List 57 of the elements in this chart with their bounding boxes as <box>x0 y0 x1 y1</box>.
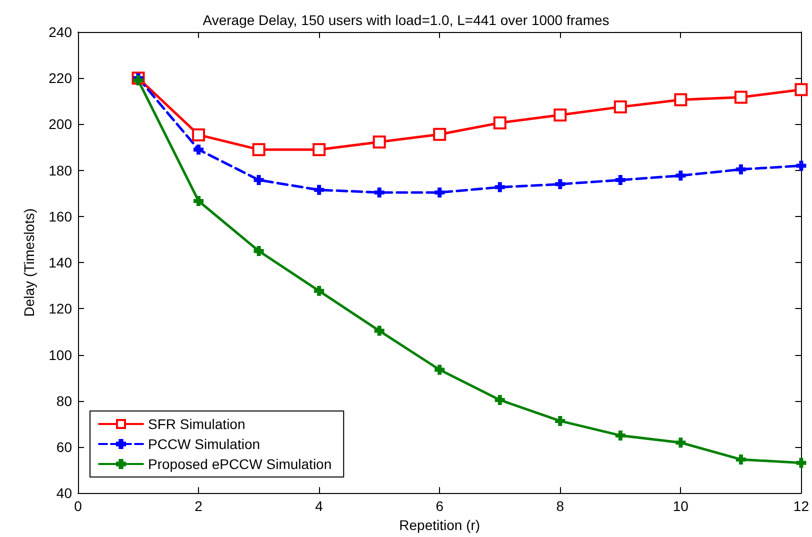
legend-label: Proposed ePCCW Simulation <box>148 456 332 472</box>
point <box>434 364 445 375</box>
point <box>796 458 806 468</box>
point <box>796 160 806 171</box>
x-tick-label: 4 <box>315 498 324 514</box>
y-tick-label: 220 <box>48 70 72 86</box>
y-tick-label: 80 <box>56 392 72 409</box>
legend-label: PCCW Simulation <box>148 436 260 452</box>
point <box>674 93 688 106</box>
point <box>433 128 446 141</box>
x-tick-label: 8 <box>556 498 564 514</box>
point <box>676 170 686 181</box>
point <box>194 196 204 206</box>
point <box>555 416 566 426</box>
y-tick-label: 120 <box>48 300 72 317</box>
point <box>254 175 264 186</box>
point <box>314 184 324 195</box>
point <box>192 128 206 142</box>
point <box>554 108 567 122</box>
point <box>493 116 506 130</box>
point <box>555 179 566 190</box>
y-tick-label: 40 <box>56 485 72 502</box>
x-tick-label: 12 <box>793 498 810 514</box>
x-tick-label: 0 <box>74 498 82 514</box>
point <box>312 143 326 156</box>
point <box>736 164 746 174</box>
point <box>794 83 808 96</box>
point <box>194 144 204 155</box>
point <box>434 187 445 198</box>
point <box>615 430 626 440</box>
point <box>494 182 505 192</box>
point <box>676 438 686 448</box>
y-tick-label: 160 <box>48 208 72 224</box>
chart-title: Average Delay, 150 users with load=1.0, L=441 over 1000 frames <box>202 12 610 28</box>
legend-label: SFR Simulation <box>148 416 246 432</box>
point <box>374 326 384 336</box>
point <box>614 100 627 114</box>
y-tick-label: 60 <box>56 438 72 455</box>
point <box>736 454 746 464</box>
point <box>254 246 264 256</box>
point <box>734 90 748 104</box>
point <box>374 187 384 198</box>
x-tick-label: 2 <box>194 498 203 514</box>
x-tick-label: 10 <box>672 498 689 514</box>
point <box>494 394 505 405</box>
point <box>615 175 626 186</box>
y-tick-label: 240 <box>48 24 72 40</box>
point <box>314 286 324 296</box>
y-tick-label: 100 <box>48 346 72 363</box>
y-tick-label: 140 <box>48 254 72 271</box>
x-tick-label: 6 <box>436 498 444 514</box>
y-tick-label: 180 <box>48 162 72 178</box>
y-axis-title: Delay (Timeslots) <box>21 208 37 317</box>
point <box>252 143 266 156</box>
point <box>372 135 386 148</box>
x-axis-title: Repetition (r) <box>399 517 480 533</box>
y-tick-label: 200 <box>48 116 72 132</box>
